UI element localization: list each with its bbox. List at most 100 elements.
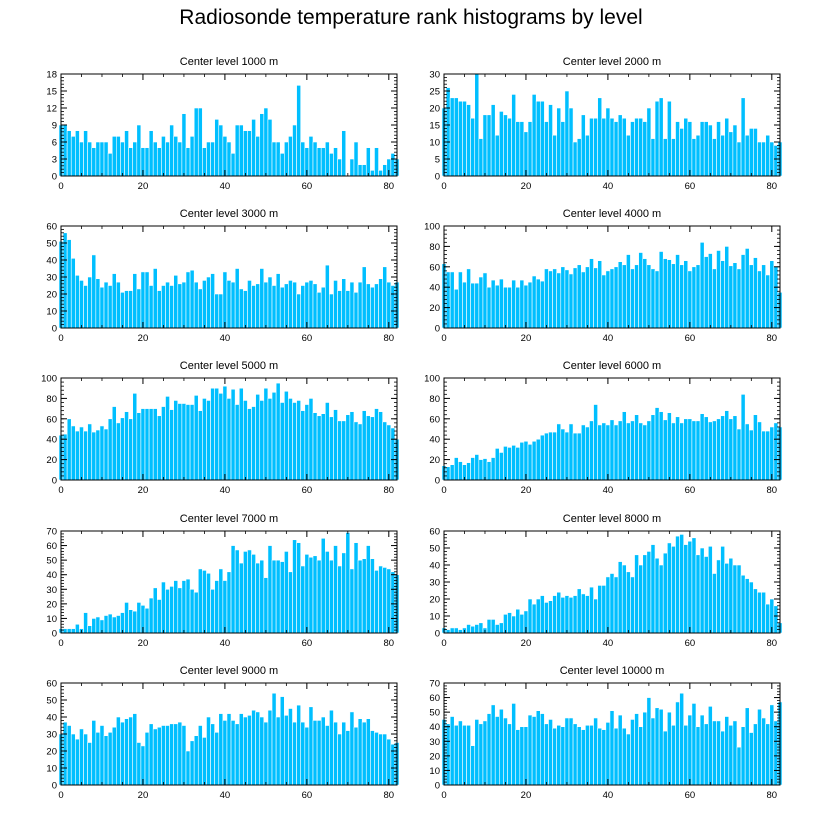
bar	[324, 725, 330, 786]
y-tick-label: 50	[429, 544, 440, 555]
bar	[675, 701, 680, 786]
bar	[642, 711, 648, 786]
bar	[462, 724, 467, 786]
bar	[712, 720, 717, 786]
bar	[218, 568, 224, 634]
bar	[243, 716, 248, 786]
bar	[259, 268, 265, 329]
bar	[66, 130, 72, 177]
bar	[712, 138, 717, 177]
bar	[621, 727, 627, 786]
bar	[572, 595, 578, 634]
bar	[490, 279, 496, 329]
bar	[324, 402, 330, 481]
x-tick-label: 60	[685, 333, 696, 344]
bar	[333, 409, 338, 481]
y-tick-label: 40	[46, 713, 57, 724]
bar	[83, 285, 88, 329]
bar	[333, 147, 338, 177]
bar	[300, 565, 306, 634]
bar	[736, 141, 742, 177]
bar	[503, 446, 508, 481]
y-tick-label: 30	[46, 730, 57, 741]
bar	[349, 158, 355, 177]
bar	[560, 428, 566, 481]
x-tick-label: 80	[384, 790, 395, 801]
bar	[87, 625, 93, 634]
bar	[386, 424, 392, 481]
bar	[386, 738, 392, 786]
bar	[267, 709, 273, 786]
bar	[630, 121, 635, 177]
bar	[202, 737, 207, 786]
bar	[515, 447, 521, 481]
bar	[234, 404, 240, 481]
bar	[535, 100, 541, 177]
bar	[548, 719, 553, 786]
x-tick-label: 0	[58, 638, 63, 649]
x-tick-label: 40	[220, 485, 231, 496]
bar	[345, 414, 351, 481]
bar	[70, 628, 76, 634]
bar	[390, 285, 396, 329]
bar	[703, 121, 709, 177]
bar	[267, 119, 273, 177]
bar	[124, 130, 129, 177]
x-tick-label: 0	[441, 181, 446, 192]
bar	[382, 421, 388, 481]
bar	[593, 717, 598, 786]
bar	[185, 750, 191, 786]
bar	[470, 745, 476, 786]
bar	[667, 100, 672, 177]
bar	[744, 134, 750, 177]
bar	[658, 251, 664, 329]
bar	[218, 124, 224, 177]
bar	[284, 714, 289, 786]
bar	[466, 724, 471, 786]
bar	[263, 577, 269, 634]
bar	[382, 164, 388, 177]
bar	[675, 254, 680, 329]
bar	[761, 264, 766, 329]
bar	[128, 290, 134, 329]
bar	[169, 124, 174, 177]
bar	[519, 613, 525, 634]
bar	[193, 107, 199, 177]
bar	[124, 718, 129, 786]
bar	[691, 537, 697, 634]
y-tick-label: 20	[46, 599, 57, 610]
bar	[226, 713, 232, 786]
bar	[724, 246, 730, 329]
y-tick-label: 9	[52, 121, 57, 132]
bar	[251, 119, 256, 177]
bar	[95, 278, 101, 329]
bar	[365, 415, 371, 481]
bar	[724, 716, 730, 786]
bar	[218, 713, 224, 786]
bar	[202, 570, 207, 634]
bar	[288, 571, 293, 634]
bar	[353, 421, 359, 481]
bar	[353, 542, 359, 634]
bar	[753, 588, 758, 634]
bar	[650, 414, 656, 481]
bar	[316, 415, 322, 481]
bar	[613, 727, 619, 786]
bar	[177, 141, 183, 177]
bar	[691, 138, 697, 177]
bar	[503, 717, 508, 786]
bar	[662, 419, 668, 481]
bar	[757, 270, 762, 329]
bar	[259, 716, 265, 786]
bar	[206, 716, 211, 786]
bar	[707, 124, 713, 177]
bar	[527, 598, 533, 634]
bar	[519, 726, 525, 786]
bar	[662, 258, 668, 329]
bar	[576, 726, 582, 786]
panel-title: Center level 8000 m	[563, 513, 661, 525]
bar	[597, 424, 603, 481]
bar	[79, 426, 84, 481]
bar	[144, 408, 150, 481]
